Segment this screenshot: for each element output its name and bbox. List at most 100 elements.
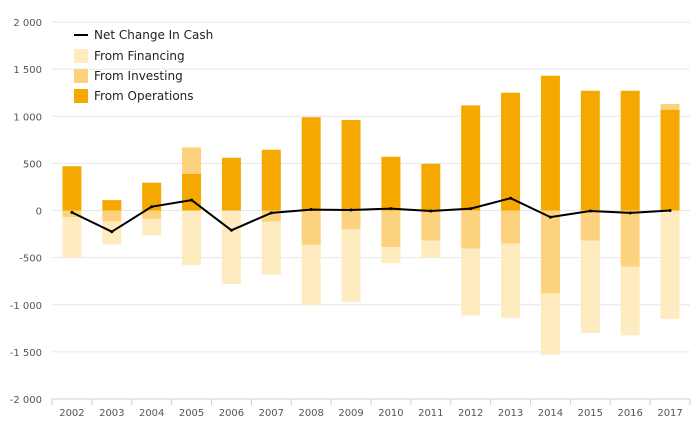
bar-from-financing (421, 240, 441, 258)
net-change-point (628, 211, 632, 215)
bar-from-financing (341, 229, 361, 302)
bar-from-financing (620, 266, 640, 336)
bar-from-financing (301, 244, 321, 305)
x-tick-label: 2015 (578, 408, 603, 419)
net-change-point (190, 198, 194, 202)
x-tick-label: 2006 (219, 408, 244, 419)
x-axis-tick-labels: 2002 2003 2004 2005 2006 2007 2008 2009 2010 2011… (51, 399, 691, 419)
x-tick-label: 2008 (298, 408, 323, 419)
bar-from-financing (142, 218, 162, 236)
x-tick-label: 2011 (418, 408, 443, 419)
x-tick-label: 2009 (338, 408, 363, 419)
legend-label-net-change: Net Change In Cash (94, 28, 213, 42)
bar-from-operations (540, 75, 560, 211)
x-tick-label: 2010 (378, 408, 403, 419)
net-change-line-path (71, 197, 671, 233)
net-change-point (389, 207, 393, 211)
net-change-point (349, 208, 353, 212)
x-tick-label: 2013 (498, 408, 523, 419)
net-change-point (668, 209, 672, 212)
legend-label-investing: From Investing (94, 69, 183, 83)
legend-swatch-financing (74, 49, 88, 63)
bar-from-financing (381, 247, 401, 264)
net-change-point (150, 205, 154, 209)
y-tick-label: -500 (19, 254, 42, 265)
net-change-point (269, 211, 273, 215)
net-change-point (469, 207, 473, 211)
y-tick-label: -1 000 (10, 301, 42, 312)
legend-swatch-investing (74, 69, 88, 83)
bar-from-operations (660, 109, 680, 211)
x-tick-label: 2012 (458, 408, 483, 419)
bar-from-investing (341, 210, 361, 230)
bar-from-financing (501, 243, 521, 318)
bar-from-investing (381, 210, 401, 248)
bar-from-operations (341, 120, 361, 211)
y-tick-label: 0 (36, 207, 42, 218)
bar-from-investing (182, 147, 202, 174)
y-tick-label: 1 500 (13, 65, 42, 76)
net-change-point (229, 228, 233, 232)
x-tick-label: 2005 (179, 408, 204, 419)
bar-from-operations (102, 200, 122, 211)
bar-from-investing (421, 210, 441, 241)
y-tick-label: 500 (23, 159, 42, 170)
bar-from-operations (580, 90, 600, 211)
x-tick-label: 2004 (139, 408, 164, 419)
bar-from-investing (540, 210, 560, 294)
bar-from-investing (620, 210, 640, 267)
y-tick-label: 1 000 (13, 112, 42, 123)
net-change-point (429, 209, 433, 213)
legend-label-operations: From Operations (94, 89, 194, 103)
x-tick-label: 2003 (99, 408, 124, 419)
x-tick-label: 2002 (59, 408, 84, 419)
bar-from-operations (421, 163, 441, 211)
bar-from-financing (221, 210, 241, 285)
y-axis-tick-labels: -2 000 -1 500 -1 000 -500 0 500 1 000 1 500 2 00… (10, 18, 42, 406)
bar-from-operations (461, 105, 481, 211)
net-change-point (509, 196, 513, 200)
net-change-line (70, 196, 672, 234)
bar-from-investing (660, 103, 680, 110)
net-change-point (588, 209, 592, 213)
bar-from-financing (580, 240, 600, 334)
bar-from-financing (182, 210, 202, 266)
bar-from-operations (301, 117, 321, 211)
legend-swatch-net-change (74, 34, 88, 36)
bar-from-investing (261, 210, 281, 222)
bar-from-operations (142, 182, 162, 211)
bar-from-operations (221, 157, 241, 211)
net-change-point (309, 208, 313, 212)
bar-from-financing (461, 248, 481, 316)
x-tick-label: 2017 (657, 408, 682, 419)
bar-from-operations (62, 166, 82, 211)
bar-from-operations (381, 156, 401, 211)
x-tick-label: 2016 (617, 408, 642, 419)
legend-label-financing: From Financing (94, 49, 185, 63)
bar-from-operations (501, 92, 521, 211)
bar-from-operations (620, 90, 640, 211)
bar-from-financing (540, 293, 560, 355)
bar-from-investing (102, 210, 122, 222)
legend: Net Change In Cash From Financing From I… (74, 28, 213, 103)
bar-from-investing (580, 210, 600, 241)
net-change-point (110, 230, 114, 234)
y-tick-label: -2 000 (10, 395, 42, 406)
bar-from-financing (660, 210, 680, 319)
x-tick-label: 2007 (259, 408, 284, 419)
net-change-point (548, 215, 552, 219)
x-tick-label: 2014 (538, 408, 563, 419)
bar-from-investing (301, 210, 321, 245)
y-tick-label: -1 500 (10, 348, 42, 359)
bar-from-investing (501, 210, 521, 244)
bar-from-investing (461, 210, 481, 249)
bars (62, 75, 680, 355)
y-tick-label: 2 000 (13, 18, 42, 29)
bar-from-operations (261, 149, 281, 211)
bar-from-financing (261, 221, 281, 275)
bar-from-investing (142, 210, 162, 219)
bar-from-financing (62, 217, 82, 258)
net-change-point (70, 210, 74, 214)
legend-swatch-operations (74, 89, 88, 103)
